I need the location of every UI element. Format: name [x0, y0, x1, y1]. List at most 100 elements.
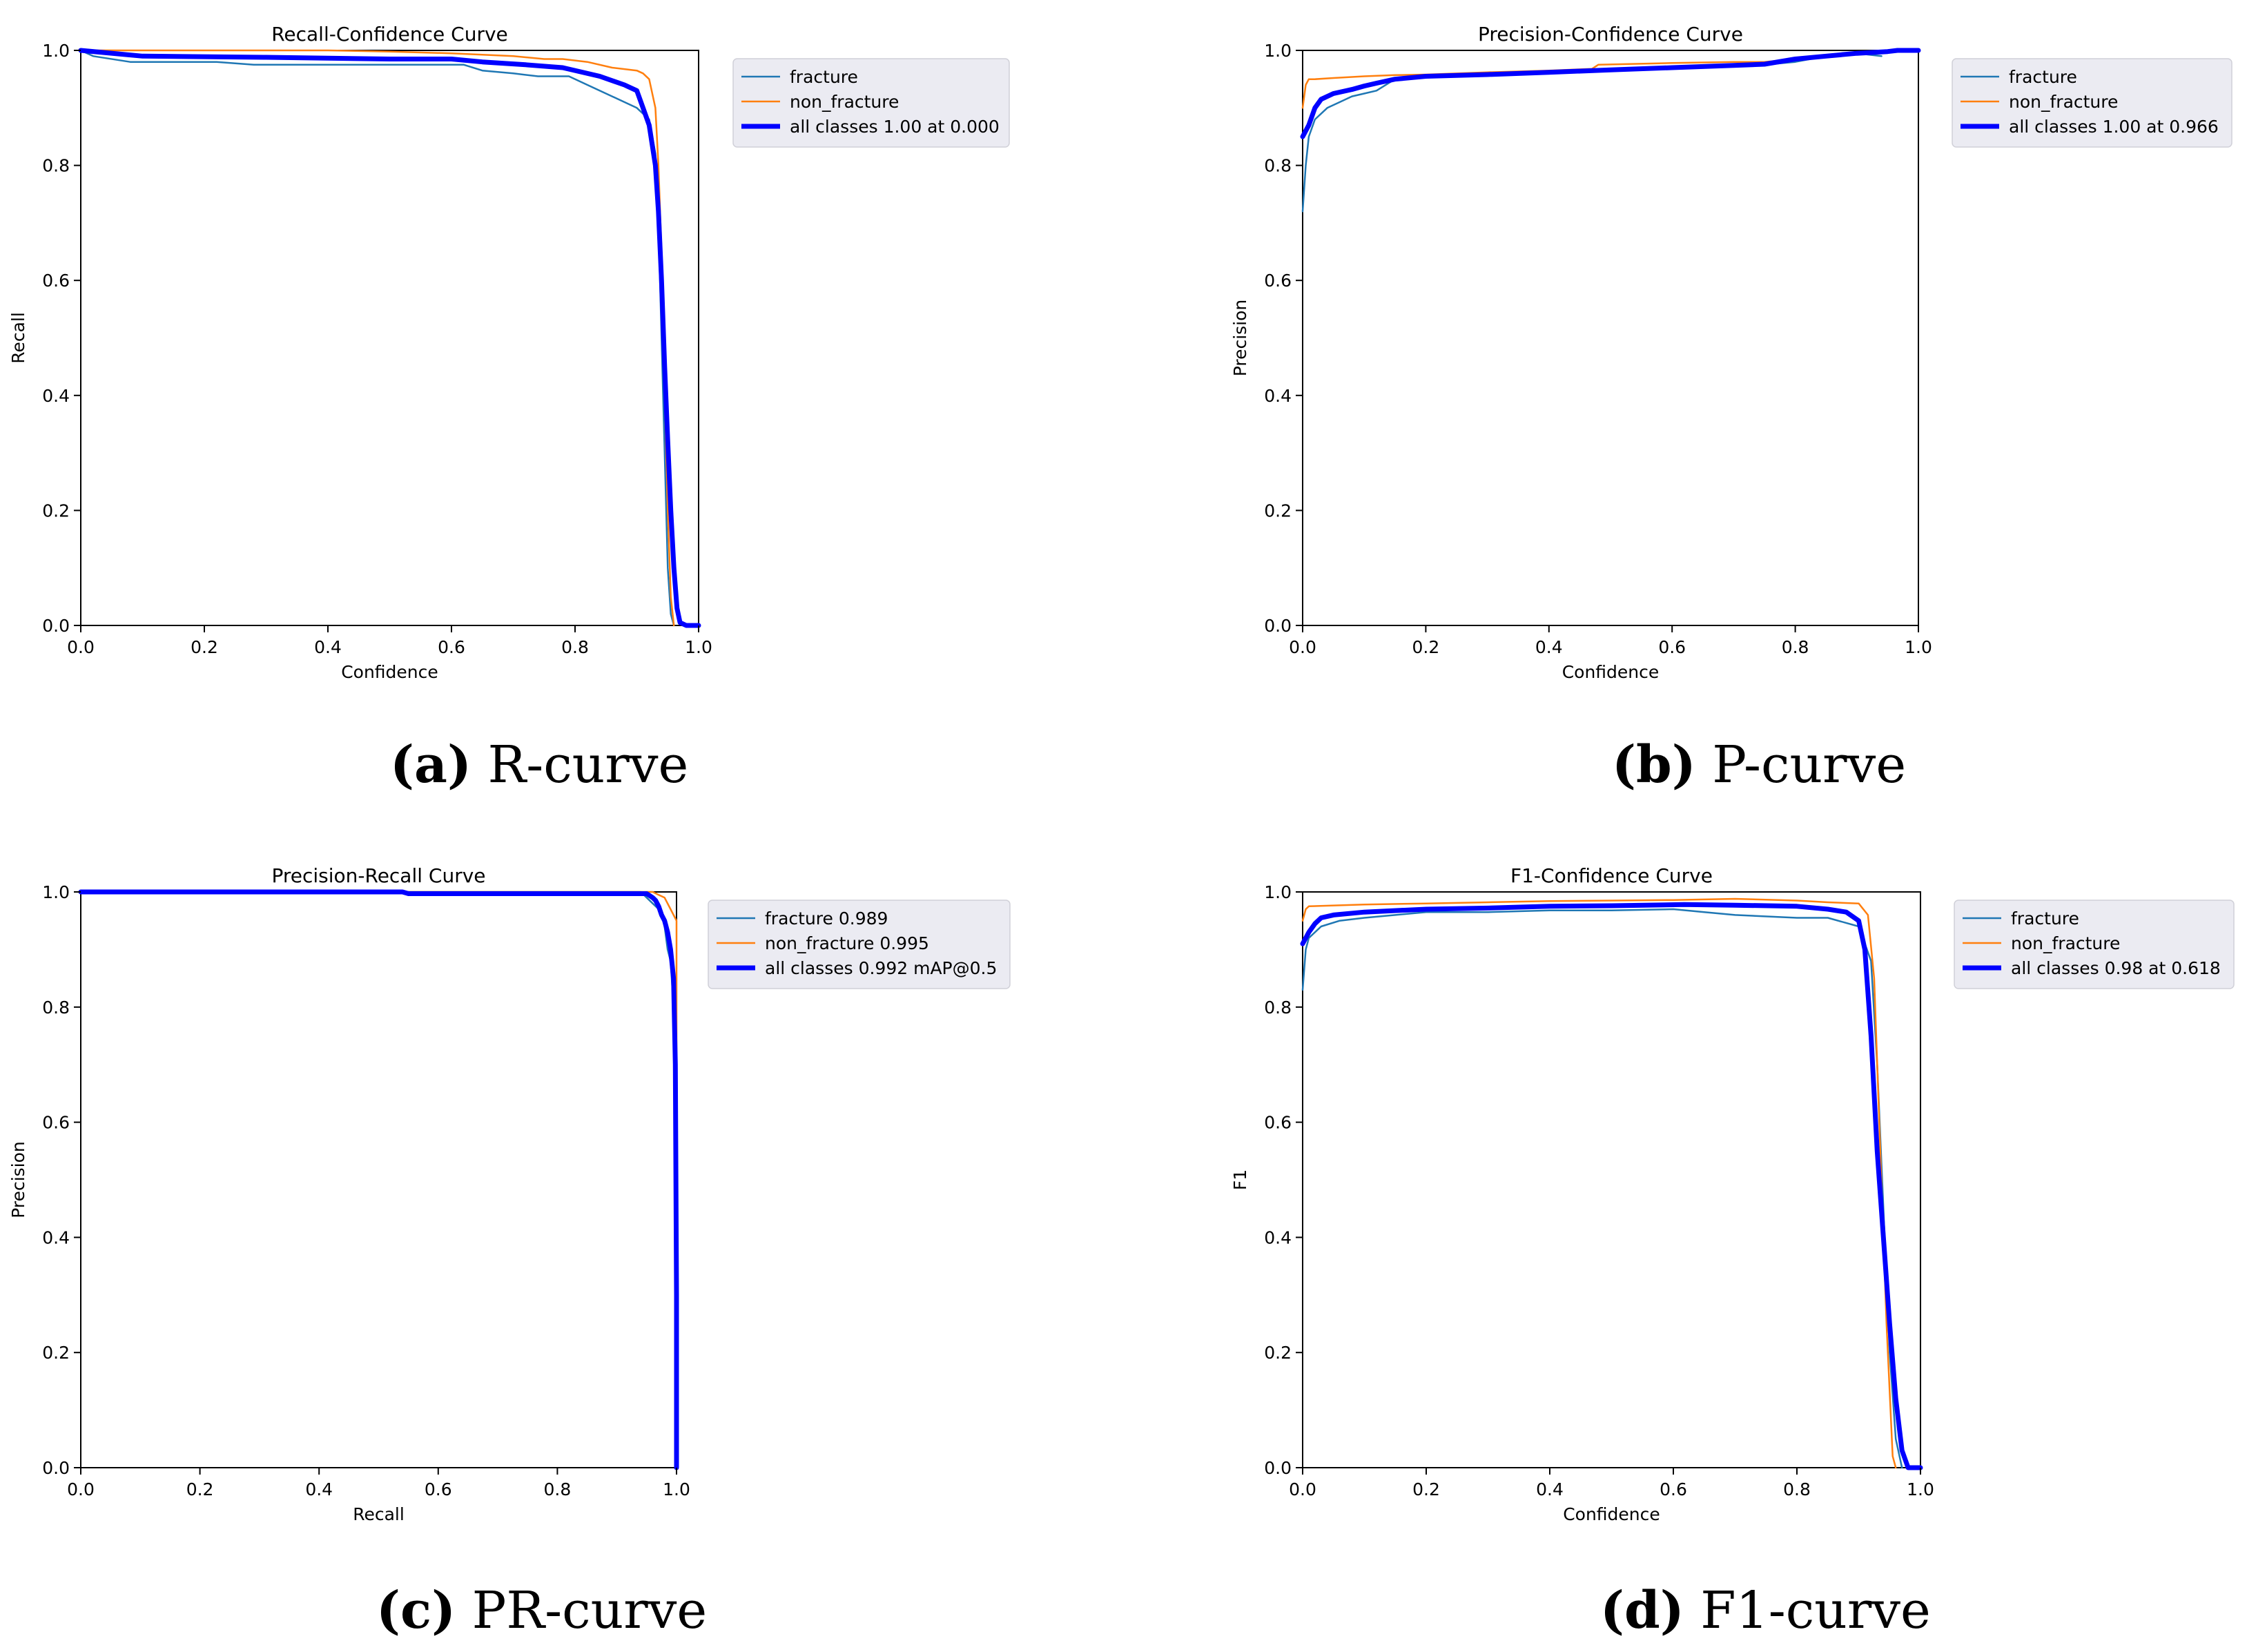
x-tick-label: 0.2 [1412, 1479, 1440, 1499]
y-tick-label: 0.2 [1264, 1343, 1292, 1363]
chart-title: F1-Confidence Curve [1510, 864, 1713, 887]
y-tick-label: 0.6 [1264, 1113, 1292, 1133]
y-tick-label: 0.4 [42, 386, 70, 406]
y-tick-label: 0.0 [1264, 616, 1292, 636]
legend-box [708, 900, 1011, 989]
legend-box [732, 58, 1010, 148]
legend-label: non_fracture 0.995 [765, 933, 929, 953]
legend-label: all classes 0.98 at 0.618 [2011, 958, 2221, 978]
chart-title: Recall-Confidence Curve [271, 23, 508, 46]
caption-letter: (a) [390, 735, 471, 795]
y-axis-label: F1 [1230, 1169, 1250, 1190]
y-tick-label: 0.8 [1264, 998, 1292, 1018]
y-tick-label: 1.0 [1264, 41, 1292, 61]
x-tick-label: 0.2 [191, 637, 218, 657]
legend: fracture 0.989 non_fracture 0.995 all clas… [708, 900, 1011, 989]
y-tick-label: 0.2 [1264, 501, 1292, 521]
legend-label: non_fracture [2011, 933, 2120, 953]
y-tick-label: 0.6 [42, 1113, 70, 1133]
y-tick-label: 1.0 [42, 882, 70, 902]
plot-frame [1302, 50, 1919, 626]
legend-label: fracture [2011, 908, 2079, 929]
x-tick-label: 0.8 [544, 1479, 572, 1499]
x-tick-label: 0.0 [1289, 1479, 1316, 1499]
caption-d: (d) F1-curve [1600, 1581, 1931, 1640]
legend-label: non_fracture [2009, 92, 2118, 112]
series-line-non_fracture [1301, 897, 1897, 1469]
x-tick-label: 0.4 [305, 1479, 333, 1499]
y-tick-label: 0.4 [1264, 386, 1292, 406]
y-tick-label: 0.0 [1264, 1458, 1292, 1478]
chart-svg: 0.0 0.2 0.4 0.6 0.8 1.0 0.0 0.2 0.4 0.6 0.8 1.0 Prec… [8, 864, 1011, 1524]
caption-letter: (b) [1612, 735, 1696, 795]
x-axis-label: Confidence [1563, 1504, 1660, 1524]
legend-box [1954, 900, 2235, 989]
chart-svg: 0.0 0.2 0.4 0.6 0.8 1.0 0.0 0.2 0.4 0.6 0.8 1.0 F1-C… [1230, 864, 2235, 1524]
chart-panel-b: 0.0 0.2 0.4 0.6 0.8 1.0 0.0 0.2 0.4 0.6 0.8 1.0 Prec… [0, 0, 2233, 826]
x-tick-label: 1.0 [685, 637, 712, 657]
y-tick-label: 0.8 [42, 156, 70, 176]
caption-text: R-curve [471, 735, 689, 795]
y-tick-label: 0.0 [42, 1458, 70, 1478]
y-tick-label: 0.6 [42, 271, 70, 291]
series-line-all_classes [78, 48, 701, 628]
chart-svg: 0.0 0.2 0.4 0.6 0.8 1.0 0.0 0.2 0.4 0.6 0.8 1.0 Reca… [8, 23, 1010, 682]
x-tick-label: 0.0 [1289, 637, 1316, 657]
y-tick-label: 0.0 [42, 616, 70, 636]
legend-box [1952, 58, 2233, 148]
chart-panel-d: 0.0 0.2 0.4 0.6 0.8 1.0 0.0 0.2 0.4 0.6 0.8 1.0 F1-C… [0, 0, 2235, 1524]
series-line-non_fracture [79, 891, 678, 1469]
x-tick-label: 0.4 [314, 637, 342, 657]
x-tick-label: 0.6 [1658, 637, 1686, 657]
series-line-all_classes [1300, 48, 1921, 139]
x-tick-label: 0.6 [425, 1479, 452, 1499]
y-tick-label: 1.0 [42, 41, 70, 61]
caption-letter: (d) [1600, 1581, 1684, 1640]
x-tick-label: 0.6 [438, 637, 465, 657]
chart-panel-a: 0.0 0.2 0.4 0.6 0.8 1.0 0.0 0.2 0.4 0.6 0.8 1.0 Reca… [0, 0, 1123, 826]
x-tick-label: 0.8 [561, 637, 589, 657]
caption-text: P-curve [1695, 735, 1907, 795]
x-tick-label: 1.0 [1907, 1479, 1934, 1499]
x-tick-label: 0.6 [1660, 1479, 1687, 1499]
y-axis-label: Recall [8, 312, 28, 364]
y-tick-label: 0.6 [1264, 271, 1292, 291]
caption-text: PR-curve [456, 1581, 708, 1640]
y-tick-label: 0.2 [42, 501, 70, 521]
chart-svg: 0.0 0.2 0.4 0.6 0.8 1.0 0.0 0.2 0.4 0.6 0.8 1.0 Prec… [1230, 23, 2233, 682]
x-tick-label: 0.8 [1782, 637, 1809, 657]
y-axis-label: Precision [1230, 300, 1250, 377]
x-tick-label: 0.0 [67, 1479, 95, 1499]
plot-frame [80, 50, 699, 626]
legend-label: all classes 0.992 mAP@0.5 [765, 958, 997, 978]
legend-label: fracture 0.989 [765, 908, 888, 929]
y-tick-label: 1.0 [1264, 882, 1292, 902]
plot-frame [80, 891, 677, 1468]
y-tick-label: 0.8 [1264, 156, 1292, 176]
series-line-all_classes [78, 889, 679, 1470]
x-tick-label: 1.0 [663, 1479, 690, 1499]
x-tick-label: 0.2 [1412, 637, 1440, 657]
legend-label: all classes 1.00 at 0.000 [790, 117, 1000, 137]
x-tick-label: 1.0 [1905, 637, 1932, 657]
caption-a: (a) R-curve [390, 735, 688, 795]
chart-panel-c: 0.0 0.2 0.4 0.6 0.8 1.0 0.0 0.2 0.4 0.6 0.8 1.0 Prec… [0, 0, 1123, 1524]
x-tick-label: 0.4 [1536, 1479, 1564, 1499]
x-axis-label: Confidence [1562, 662, 1660, 682]
caption-text: F1-curve [1684, 1581, 1931, 1640]
caption-letter: (c) [376, 1581, 456, 1640]
y-tick-label: 0.2 [42, 1343, 70, 1363]
series-line-fracture [79, 49, 675, 627]
x-axis-label: Recall [353, 1504, 405, 1524]
legend-label: non_fracture [790, 92, 899, 112]
caption-b: (b) P-curve [1612, 735, 1906, 795]
chart-title: Precision-Confidence Curve [1478, 23, 1743, 46]
chart-title: Precision-Recall Curve [271, 864, 485, 887]
legend-label: fracture [2009, 67, 2077, 87]
y-tick-label: 0.4 [1264, 1227, 1292, 1247]
x-tick-label: 0.0 [67, 637, 95, 657]
legend-label: all classes 1.00 at 0.966 [2009, 117, 2219, 137]
